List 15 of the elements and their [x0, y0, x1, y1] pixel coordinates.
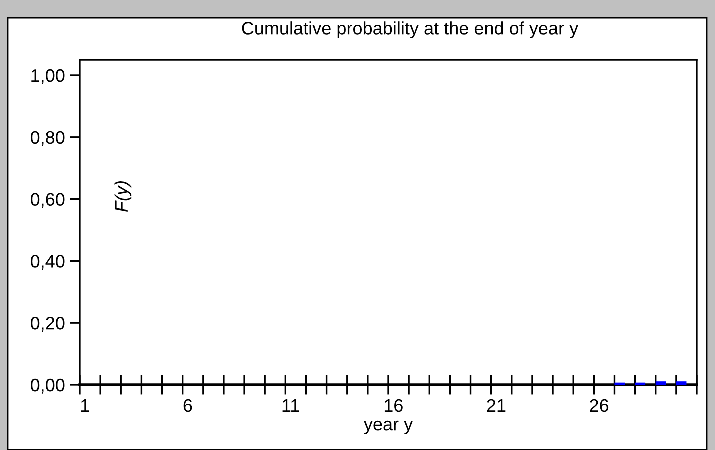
x-tick-label: 21: [487, 399, 506, 412]
x-axis-title: year y: [364, 420, 414, 434]
y-tick-label: 0,60: [30, 193, 65, 208]
x-tick-label: 26: [590, 399, 609, 412]
x-tick-label: 16: [384, 399, 403, 412]
x-tick-label: 1: [82, 400, 90, 412]
y-tick-label: 1,00: [32, 69, 65, 84]
chart-title: Cumulative probability at the end of year y: [242, 22, 579, 38]
y-tick-label: 0,20: [30, 317, 65, 332]
y-tick-label: 0,80: [30, 131, 65, 146]
y-tick-label: 0,40: [30, 255, 65, 270]
x-tick-label: 11: [282, 400, 300, 412]
x-tick-label: 6: [184, 399, 192, 412]
y-axis-title: F(y): [114, 182, 132, 212]
y-tick-label: 0,00: [30, 378, 65, 394]
